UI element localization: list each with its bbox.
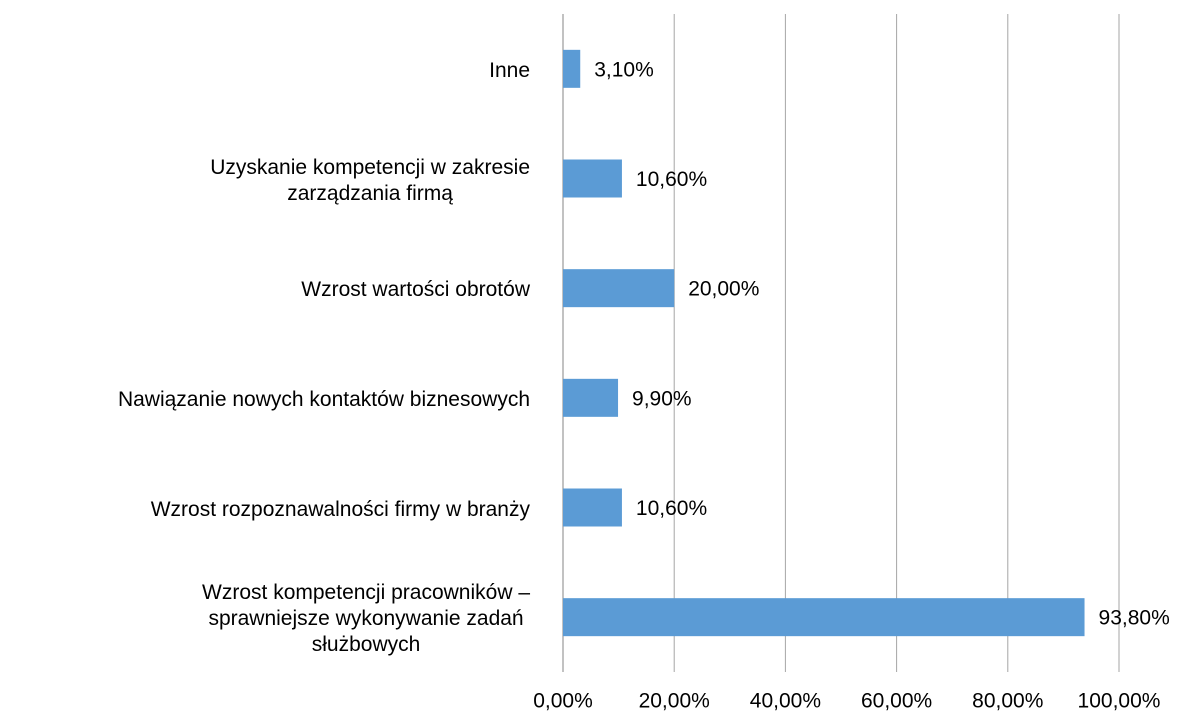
- bar: [563, 378, 619, 417]
- x-tick-label: 20,00%: [639, 690, 710, 713]
- y-tick-label: Wzrost wartości obrotów: [301, 278, 530, 302]
- y-tick-label-box: Wzrost rozpoznawalności firmy w branży: [0, 497, 530, 523]
- bar: [563, 269, 675, 308]
- value-label: 10,60%: [636, 168, 707, 191]
- x-tick-label: 60,00%: [861, 690, 932, 713]
- value-label: 3,10%: [594, 58, 654, 81]
- value-label: 93,80%: [1099, 607, 1170, 630]
- x-tick-label: 100,00%: [1078, 690, 1161, 713]
- bar: [563, 598, 1085, 637]
- x-tick-label: 80,00%: [972, 690, 1043, 713]
- y-tick-label: Wzrost rozpoznawalności firmy w branży: [150, 497, 530, 521]
- y-tick-label-box: Wzrost wartości obrotów: [0, 277, 530, 303]
- y-tick-label: Uzyskanie kompetencji w zakresie zarządz…: [210, 155, 530, 205]
- y-tick-label-box: Nawiązanie nowych kontaktów biznesowych: [0, 387, 530, 413]
- y-tick-label-box: Inne: [0, 58, 530, 84]
- bar: [563, 49, 581, 88]
- bar: [563, 488, 622, 527]
- y-tick-label: Nawiązanie nowych kontaktów biznesowych: [117, 387, 530, 411]
- value-label: 20,00%: [688, 278, 759, 301]
- x-tick-label: 0,00%: [533, 690, 593, 713]
- value-label: 10,60%: [636, 497, 707, 520]
- value-label: 9,90%: [632, 387, 692, 410]
- bar: [563, 159, 622, 198]
- y-tick-label-box: Wzrost kompetencji pracowników – sprawni…: [0, 580, 530, 658]
- y-tick-label: Inne: [489, 58, 530, 82]
- y-tick-label: Wzrost kompetencji pracowników – sprawni…: [202, 581, 530, 657]
- y-tick-label-box: Uzyskanie kompetencji w zakresie zarządz…: [0, 155, 530, 207]
- x-tick-label: 40,00%: [750, 690, 821, 713]
